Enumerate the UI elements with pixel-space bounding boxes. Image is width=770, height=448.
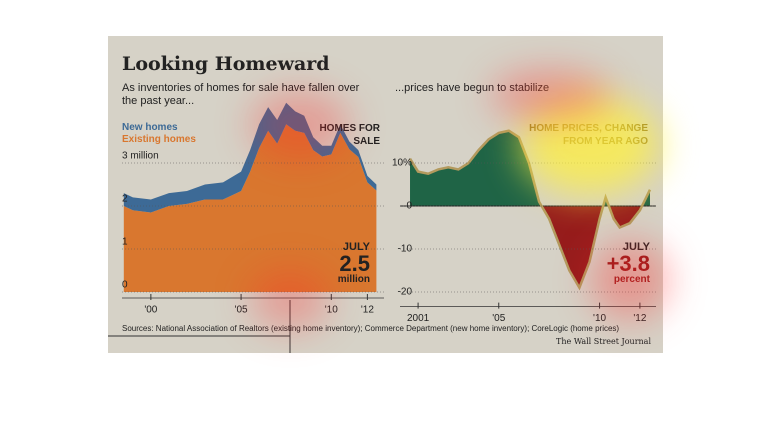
subtitle: As inventories of homes for sale have fa… <box>122 82 360 107</box>
x-tick-label: '12 <box>633 313 646 324</box>
y-tick-label: 1 <box>122 237 128 248</box>
y-tick-label: 2 <box>122 194 128 205</box>
legend-entry: Existing homes <box>122 134 196 145</box>
callout-value: 2.5 <box>339 251 370 276</box>
callout-unit: percent <box>613 274 650 285</box>
plot <box>123 102 377 292</box>
negative-area <box>410 206 650 288</box>
callout: JULY 2.5 million <box>320 242 370 285</box>
subtitle: ...prices have begun to stabilize <box>395 82 550 94</box>
x-tick-label: '10 <box>325 305 338 316</box>
legend: New homes Existing homes <box>122 122 196 146</box>
annotation: HOME PRICES, CHANGE FROM YEAR AGO <box>529 123 648 147</box>
callout: JULY +3.8 percent <box>595 242 650 285</box>
y-tick-label: 0 <box>122 280 128 291</box>
x-tick-label: '00 <box>144 305 157 316</box>
x-tick-label: 2001 <box>407 313 430 324</box>
sources: Sources: National Association of Realtor… <box>122 324 620 333</box>
callout-label: JULY <box>342 241 370 253</box>
annotation: HOMES FOR SALE <box>319 123 380 147</box>
y-tick-label: -20 <box>398 287 413 298</box>
x-tick-label: '10 <box>593 313 606 324</box>
x-tick-label: '12 <box>361 305 374 316</box>
callout-unit: million <box>337 274 370 285</box>
x-tick-label: '05 <box>492 313 505 324</box>
y-tick-label: 0 <box>406 201 412 212</box>
area <box>123 102 377 213</box>
y-tick-label: 3 million <box>122 151 159 162</box>
callout-label: JULY <box>622 241 650 253</box>
callout-value: +3.8 <box>606 251 650 276</box>
y-tick-label: 10% <box>392 158 412 169</box>
x-tick-label: '05 <box>235 305 248 316</box>
legend-entry: New homes <box>122 122 178 133</box>
credit: The Wall Street Journal <box>556 337 651 346</box>
title: Looking Homeward <box>122 53 330 75</box>
y-tick-label: -10 <box>398 244 413 255</box>
area <box>123 124 377 292</box>
